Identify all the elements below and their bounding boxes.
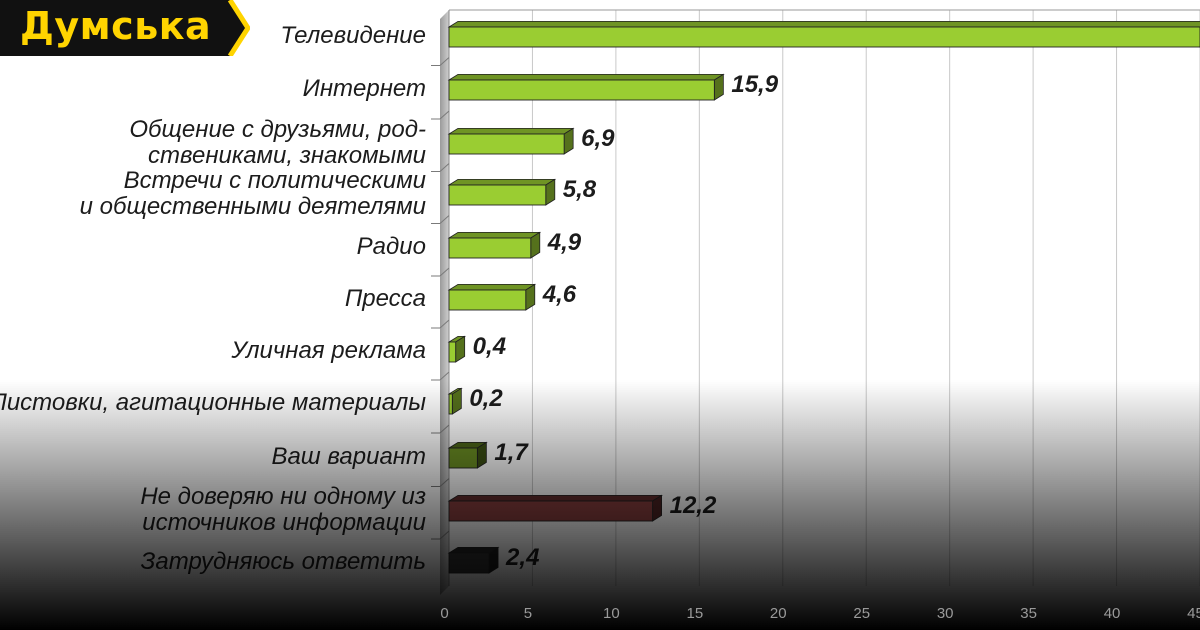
x-tick-label: 20 [770,605,787,622]
x-tick-label: 25 [853,605,870,622]
x-ticks: 0 5 10 15 20 25 30 35 40 45 [440,605,1200,622]
bar [447,335,467,363]
data-label: 5,8 [563,176,597,203]
bar-top [447,283,537,291]
bar-front [448,26,1200,48]
bar-front [448,184,547,206]
bar-top [447,127,575,135]
bar-top [447,20,1200,28]
x-tick-label: 45 [1187,605,1200,622]
bar [447,127,575,155]
category-separator [439,371,450,381]
data-label: 15,9 [731,71,778,98]
bar [447,178,557,206]
category-label: Пресса [345,285,426,312]
bar-front [448,289,527,311]
category-separator [439,215,450,224]
bar-front [448,133,565,155]
bar-front [448,79,715,101]
bar-front [448,341,457,363]
category-separator [439,57,450,66]
x-tick-label: 35 [1020,605,1037,622]
x-tick-label: 15 [686,605,703,622]
brand-name: Думська [20,4,212,48]
bar [447,283,537,311]
category-label: Радио [357,233,426,260]
bottom-fade-overlay [0,380,1200,630]
bar [447,73,725,101]
data-label: 4,9 [547,229,582,256]
grid [531,10,1200,586]
category-label: Общение с друзьями, род-ствениками, знак… [129,116,426,169]
category-label: Уличная реклама [230,337,426,364]
x-tick-label: 40 [1104,605,1121,622]
data-label: 0,4 [473,333,506,360]
category-separator [439,163,450,172]
data-label: 6,9 [581,125,615,152]
bar [447,231,542,259]
x-tick-label: 30 [937,605,954,622]
bar-top [447,178,557,186]
logo-badge-shape [0,0,250,56]
category-label: Встречи с политическими и общественными д… [80,167,426,220]
x-tick-label: 0 [440,605,448,622]
category-separator [439,110,450,120]
bar-front [448,237,532,259]
x-tick-label: 5 [524,605,532,622]
brand-logo[interactable]: Думська [0,0,250,56]
bar-top [447,73,725,81]
x-tick-label: 10 [603,605,620,622]
bar [447,20,1200,48]
data-label: 4,6 [542,281,577,308]
bar-top [447,231,542,239]
category-label: Телевидение [280,22,426,49]
category-separator [439,267,450,277]
category-label: Интернет [303,75,426,102]
category-separator [439,319,450,329]
